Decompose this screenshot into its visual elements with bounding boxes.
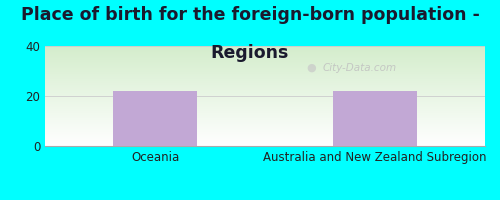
Text: Regions: Regions [211,44,289,62]
Text: Place of birth for the foreign-born population -: Place of birth for the foreign-born popu… [20,6,479,24]
Bar [333,91,417,146]
Text: City-Data.com: City-Data.com [322,63,396,73]
Text: ●: ● [307,63,316,73]
Bar [113,91,197,146]
